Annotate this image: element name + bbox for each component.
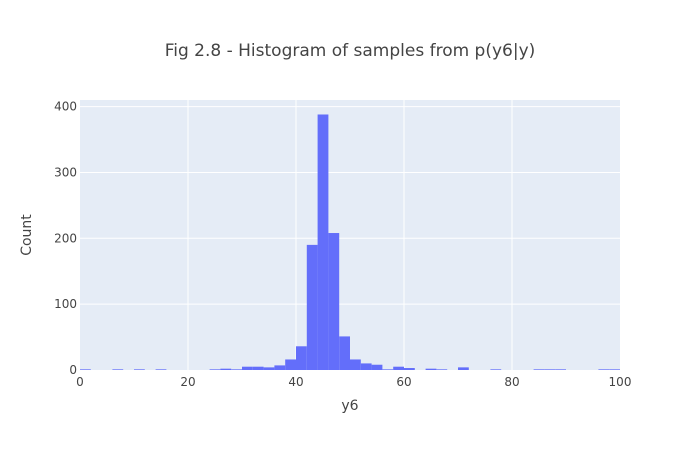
histogram-bar[interactable] bbox=[231, 369, 242, 370]
histogram-bar[interactable] bbox=[458, 367, 469, 370]
histogram-bar[interactable] bbox=[598, 369, 610, 370]
x-tick-label: 40 bbox=[288, 375, 303, 389]
x-tick-label: 80 bbox=[504, 375, 519, 389]
histogram-bar[interactable] bbox=[425, 368, 437, 370]
histogram-bar[interactable] bbox=[134, 369, 145, 370]
histogram-bar[interactable] bbox=[209, 369, 221, 370]
histogram-bar[interactable] bbox=[328, 233, 340, 370]
histogram-bar[interactable] bbox=[296, 346, 307, 370]
y-tick-label: 200 bbox=[54, 231, 77, 245]
histogram-bar[interactable] bbox=[350, 359, 361, 370]
gridlines bbox=[80, 100, 620, 370]
histogram-bar[interactable] bbox=[490, 369, 502, 370]
histogram-bar[interactable] bbox=[544, 369, 556, 370]
histogram-bar[interactable] bbox=[382, 369, 394, 370]
histogram-bar[interactable] bbox=[533, 369, 545, 370]
histogram-bar[interactable] bbox=[339, 336, 350, 370]
y-tick-label: 100 bbox=[54, 297, 77, 311]
histogram-bar[interactable] bbox=[317, 114, 329, 370]
x-tick-label: 100 bbox=[609, 375, 632, 389]
histogram-bar[interactable] bbox=[285, 359, 296, 370]
y-tick-label: 300 bbox=[54, 165, 77, 179]
histogram-bar[interactable] bbox=[274, 365, 286, 370]
histogram-bar[interactable] bbox=[404, 368, 415, 370]
x-tick-label: 20 bbox=[180, 375, 195, 389]
x-tick-label: 0 bbox=[76, 375, 84, 389]
histogram-bar[interactable] bbox=[609, 369, 620, 370]
y-tick-label: 0 bbox=[69, 363, 77, 377]
histogram-bar[interactable] bbox=[555, 369, 566, 370]
histogram-bar[interactable] bbox=[242, 366, 253, 370]
histogram-bar[interactable] bbox=[371, 364, 383, 370]
histogram-bar[interactable] bbox=[112, 369, 124, 370]
y-axis-label: Count bbox=[19, 214, 35, 256]
histogram-bar[interactable] bbox=[220, 368, 232, 370]
histogram-bar[interactable] bbox=[360, 363, 372, 370]
histogram-bar[interactable] bbox=[436, 369, 448, 370]
y-axis-ticks: 0 100 200 300 400 bbox=[54, 100, 77, 377]
x-tick-label: 60 bbox=[396, 375, 411, 389]
histogram-bar[interactable] bbox=[252, 366, 264, 370]
chart-title: Fig 2.8 - Histogram of samples from p(y6… bbox=[165, 41, 536, 61]
x-axis-label: y6 bbox=[341, 398, 358, 414]
x-axis-ticks: 0 20 40 60 80 100 bbox=[76, 375, 631, 389]
histogram-bar[interactable] bbox=[263, 367, 275, 370]
histogram-bar[interactable] bbox=[80, 369, 91, 370]
plot-background bbox=[80, 100, 620, 370]
histogram-bar[interactable] bbox=[155, 369, 167, 370]
histogram-bars bbox=[80, 114, 620, 370]
y-tick-label: 400 bbox=[54, 100, 77, 114]
histogram-bar[interactable] bbox=[393, 366, 404, 370]
histogram-bar[interactable] bbox=[306, 244, 318, 370]
